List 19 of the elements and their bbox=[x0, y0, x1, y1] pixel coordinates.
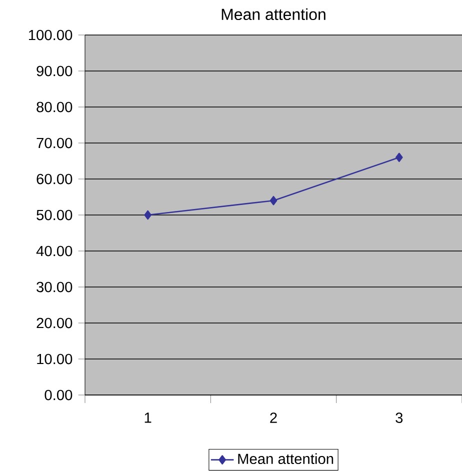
point bbox=[270, 196, 278, 206]
y-tick-label: 60.00 bbox=[36, 174, 72, 184]
legend-label: Mean attention bbox=[238, 453, 334, 464]
x-tick-label: 1 bbox=[144, 412, 152, 423]
y-tick-label: 20.00 bbox=[36, 318, 72, 328]
chart-title: Mean attention bbox=[222, 8, 326, 20]
y-tick-label: 30.00 bbox=[36, 282, 72, 292]
point bbox=[395, 152, 403, 162]
y-tick-label: 100.00 bbox=[28, 30, 72, 40]
y-tick-label: 70.00 bbox=[36, 138, 72, 148]
y-tick-label: 50.00 bbox=[36, 210, 72, 220]
y-tick-label: 80.00 bbox=[36, 102, 72, 112]
y-tick-label: 90.00 bbox=[36, 66, 72, 76]
point bbox=[144, 210, 152, 220]
y-tick-label: 0.00 bbox=[44, 390, 72, 400]
x-tick-label: 3 bbox=[396, 412, 403, 423]
y-tick-label: 10.00 bbox=[37, 354, 72, 364]
y-tick-label: 40.00 bbox=[36, 246, 72, 256]
x-tick-label: 2 bbox=[270, 412, 277, 423]
